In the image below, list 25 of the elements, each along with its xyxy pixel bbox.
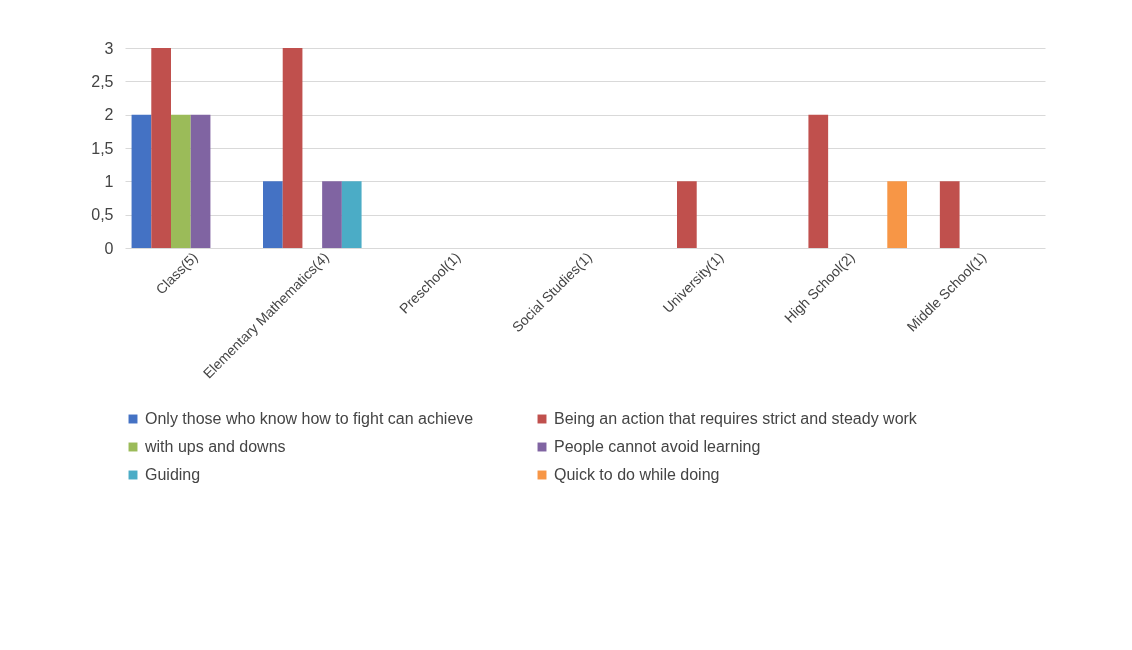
legend-label: with ups and downs [144, 438, 286, 455]
bar [808, 114, 829, 248]
y-tick-label: 2 [104, 106, 114, 124]
bar [887, 181, 907, 248]
y-tick-label: 0,5 [91, 206, 114, 224]
legend-label: People cannot avoid learning [554, 438, 761, 455]
y-tick-label: 1,5 [91, 139, 114, 157]
legend-label: Being an action that requires strict and steady work [554, 410, 918, 427]
legend-label: Guiding [145, 466, 201, 483]
bar [341, 181, 362, 248]
bar [131, 114, 152, 248]
y-tick-label: 2,5 [91, 72, 114, 90]
legend-label: Quick to do while doing [554, 466, 720, 483]
y-tick-label: 3 [104, 39, 114, 57]
legend-label: Only those who know how to fight can achieve [145, 410, 474, 427]
y-tick-label: 0 [104, 239, 114, 257]
bar [263, 181, 283, 248]
bar [171, 114, 191, 248]
y-tick-label: 1 [104, 172, 114, 190]
bar [190, 114, 211, 248]
bar [282, 48, 303, 248]
bar [322, 181, 342, 248]
bar [939, 181, 960, 248]
bar [677, 181, 697, 248]
bar [151, 48, 171, 248]
